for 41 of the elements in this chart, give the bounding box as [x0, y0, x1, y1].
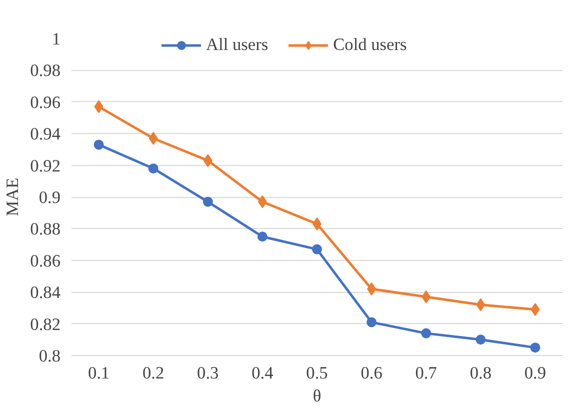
x-tick-label: 0.8 — [470, 364, 492, 382]
y-axis-title: MAE — [3, 178, 22, 216]
x-tick-label: 0.6 — [360, 364, 383, 382]
y-tick-label: 0.94 — [30, 124, 61, 144]
legend-label: Cold users — [333, 37, 407, 55]
x-tick-label: 0.4 — [252, 364, 274, 382]
y-tick-label: 0.96 — [30, 92, 61, 112]
x-tick-label: 0.9 — [524, 364, 546, 382]
point — [312, 244, 322, 254]
x-tick-label: 0.7 — [415, 364, 438, 382]
point — [202, 196, 213, 207]
point — [530, 303, 540, 316]
x-axis-title: θ — [312, 386, 322, 406]
x-tick-label: 0.2 — [142, 364, 164, 382]
x-tick-label: 0.3 — [197, 364, 219, 382]
point — [530, 342, 540, 353]
y-tick-label: 0.8 — [38, 346, 61, 366]
point — [203, 154, 212, 168]
y-tick-label: 0.82 — [30, 314, 61, 334]
point — [148, 163, 158, 174]
point — [421, 328, 432, 338]
point — [366, 317, 377, 328]
point — [476, 334, 486, 345]
point — [94, 100, 104, 114]
point — [94, 140, 104, 150]
y-tick-label: 1 — [52, 30, 61, 48]
point — [367, 282, 376, 296]
point — [476, 298, 486, 312]
x-tick-label: 0.1 — [88, 364, 110, 382]
y-tick-label: 0.84 — [30, 283, 61, 302]
legend-label: All users — [206, 37, 268, 55]
y-tick-label: 0.88 — [30, 220, 61, 239]
y-tick-label: 0.86 — [30, 251, 61, 270]
x-tick-label: 0.5 — [306, 364, 328, 382]
point — [148, 132, 158, 145]
point — [258, 195, 267, 208]
point — [257, 232, 268, 242]
y-tick-label: 0.98 — [30, 61, 61, 80]
y-tick-label: 0.92 — [30, 156, 61, 176]
y-tick-label: 0.9 — [38, 188, 61, 207]
point — [422, 290, 431, 304]
